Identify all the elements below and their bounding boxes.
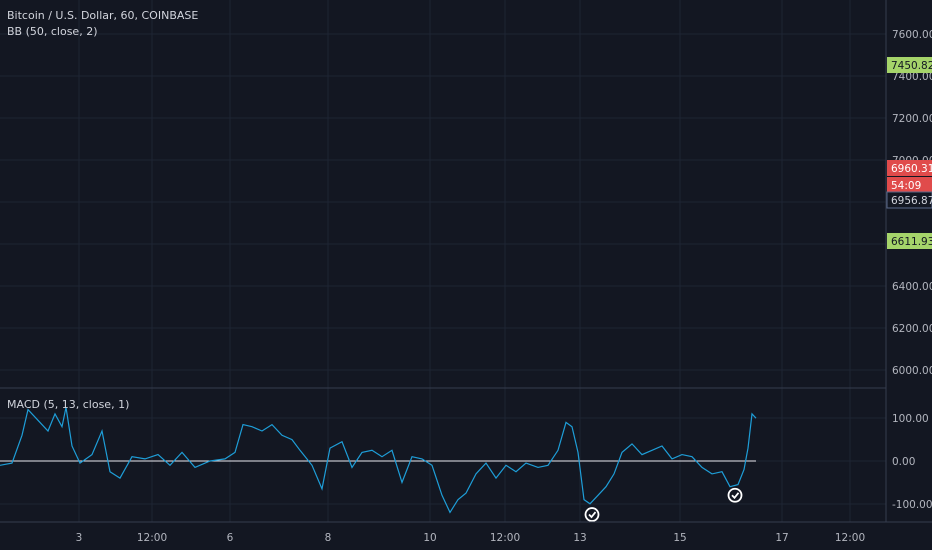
check-mark	[731, 492, 740, 500]
price-badges: 7450.82 6960.31 54:09 6956.87 6611.93	[886, 57, 932, 249]
price-axis-label: 6200.00	[892, 323, 932, 335]
macd-axis-label: -100.00	[892, 499, 932, 511]
price-badge-label: 6956.87	[891, 195, 932, 207]
price-badge-bg	[887, 177, 932, 193]
time-axis-label: 8	[325, 532, 332, 544]
price-badge-label: 7450.82	[891, 60, 932, 72]
macd-check-markers	[584, 487, 743, 522]
price-axis-label: 7200.00	[892, 113, 932, 125]
time-axis-label: 12:00	[137, 532, 167, 544]
price-badge-bg	[886, 191, 932, 209]
time-axis-label: 6	[227, 532, 234, 544]
time-axis-label: 10	[423, 532, 436, 544]
price-badge-bg	[887, 160, 932, 176]
macd-line	[0, 407, 757, 514]
price-badge-label: 6611.93	[891, 236, 932, 248]
time-axis-label: 12:00	[835, 532, 865, 544]
macd-axis-label: 100.00	[892, 413, 929, 425]
price-badge-bg	[887, 57, 932, 73]
price-badge-bg	[887, 233, 932, 249]
time-axis-label: 13	[573, 532, 586, 544]
price-axis-label: 7600.00	[892, 29, 932, 41]
macd-axis-label: 0.00	[892, 456, 915, 468]
price-axis-label: 6000.00	[892, 365, 932, 377]
price-badge-label: 54:09	[891, 180, 921, 192]
symbol-title[interactable]: Bitcoin / U.S. Dollar, 60, COINBASE	[7, 9, 198, 22]
time-axis[interactable]: 3 12:00 6 8 10 12:00 13 15 17 12:00	[76, 532, 865, 544]
macd-pane[interactable]	[0, 407, 757, 522]
price-axis-label: 6400.00	[892, 281, 932, 293]
time-axis-label: 3	[76, 532, 83, 544]
price-axis-label: 7400.00	[892, 71, 932, 83]
price-badge-label: 6960.31	[891, 163, 932, 175]
time-axis-label: 17	[775, 532, 788, 544]
check-circle-icon	[727, 487, 743, 503]
macd-legend[interactable]: MACD (5, 13, close, 1)	[7, 398, 129, 411]
check-circle-icon	[584, 507, 600, 522]
time-axis-label: 12:00	[490, 532, 520, 544]
time-axis-label: 15	[673, 532, 686, 544]
macd-axis[interactable]: 100.00 0.00 -100.00	[892, 413, 932, 511]
bollinger-legend[interactable]: BB (50, close, 2)	[7, 25, 98, 38]
check-mark	[588, 511, 597, 519]
